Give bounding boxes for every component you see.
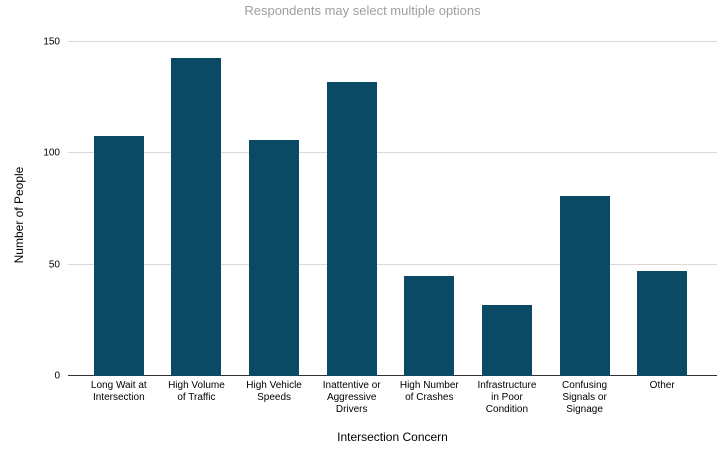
y-axis-tick-labels: 0 50 100 150 (0, 37, 60, 382)
bar (249, 139, 300, 376)
x-axis-line (68, 375, 717, 376)
bar-slot (623, 42, 701, 376)
y-tick-label: 100 (43, 147, 60, 159)
bar (637, 271, 688, 376)
bar-series (80, 42, 701, 376)
plot-area (68, 41, 717, 376)
x-axis-label: Confusing Signals or Signage (562, 380, 608, 415)
y-tick-label: 50 (48, 259, 60, 271)
x-axis-label: High Vehicle Speeds (246, 380, 302, 403)
y-tick-label: 0 (54, 370, 60, 382)
x-axis-label: Infrastructure in Poor Condition (477, 380, 537, 415)
gridline (68, 152, 717, 154)
x-axis-label: High Volume of Traffic (168, 380, 225, 403)
bar-slot (391, 42, 469, 376)
bar (93, 135, 144, 376)
x-axis-title: Intersection Concern (337, 430, 448, 444)
bar-slot (468, 42, 546, 376)
x-axis-labels: Long Wait at Intersection High Volume of … (80, 380, 701, 416)
bar-slot (80, 42, 158, 376)
bar (481, 304, 532, 376)
chart-title: Respondents may select multiple options (244, 3, 481, 18)
x-axis-label: Inattentive or Aggressive Drivers (322, 380, 381, 415)
bar-slot (313, 42, 391, 376)
gridline (68, 41, 717, 42)
bar-slot (235, 42, 313, 376)
bar (171, 57, 222, 376)
bar-slot (546, 42, 624, 376)
x-axis-label: Other (649, 380, 675, 391)
y-tick-label: 150 (43, 36, 60, 48)
bar (404, 275, 455, 376)
gridline (68, 263, 717, 265)
x-axis-label: Long Wait at Intersection (90, 380, 147, 403)
bar-slot (158, 42, 236, 376)
x-axis-label: High Number of Crashes (399, 380, 459, 403)
bar (559, 195, 610, 376)
bar (326, 82, 377, 376)
